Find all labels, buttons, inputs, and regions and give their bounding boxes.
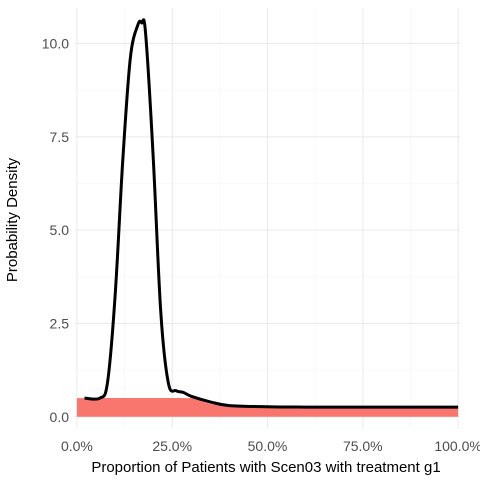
y-tick-label: 2.5 [50,315,70,331]
y-axis-title: Probability Density [4,157,21,282]
y-tick-label: 7.5 [50,129,70,145]
y-tick-label: 10.0 [42,35,69,51]
x-tick-label: 0.0% [61,438,93,454]
x-tick-label: 100.0% [434,438,480,454]
x-axis-ticks: 0.0% 25.0% 50.0% 75.0% 100.0% [61,438,480,454]
x-tick-label: 75.0% [343,438,383,454]
x-tick-label: 50.0% [248,438,288,454]
grid-lines [75,8,460,428]
y-tick-label: 0.0 [50,409,70,425]
posterior-density-line [84,18,459,409]
y-tick-label: 5.0 [50,222,70,238]
x-axis-title: Proportion of Patients with Scen03 with … [91,459,440,476]
density-curve [84,18,459,409]
y-axis-ticks: 0.0 2.5 5.0 7.5 10.0 [42,35,69,424]
x-tick-label: 25.0% [152,438,192,454]
